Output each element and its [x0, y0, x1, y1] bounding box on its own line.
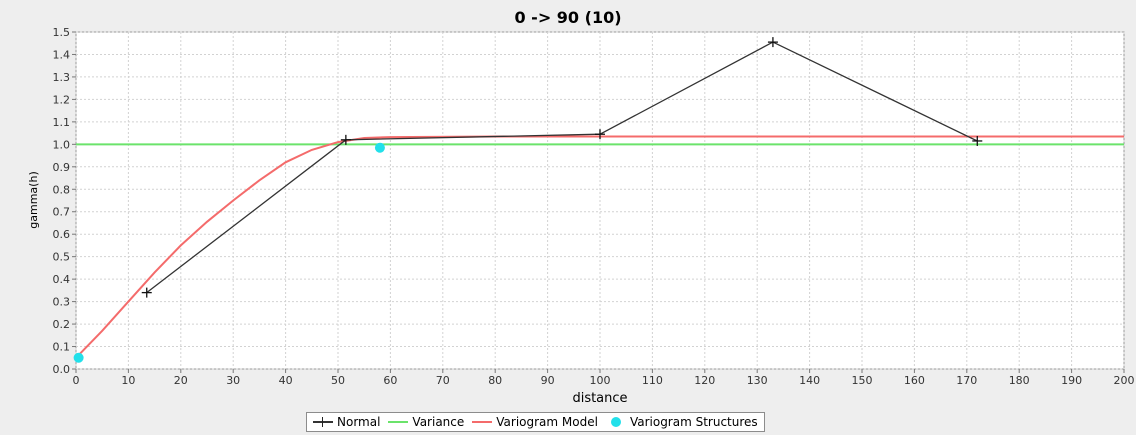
- axes: 0 10 20 30 40 50 60 70 80 90 100 110 120 130 140 150 160…: [53, 26, 1135, 387]
- legend: Normal Variance Variogram Model Variogra…: [306, 412, 765, 432]
- x-tick-label: 0: [73, 374, 80, 387]
- red-line-icon: [472, 416, 493, 428]
- x-tick-label: 30: [226, 374, 240, 387]
- green-line-icon: [388, 416, 409, 428]
- x-tick-label: 70: [436, 374, 450, 387]
- y-tick-label: 1.3: [53, 71, 71, 84]
- legend-item-variogram-structures: Variogram Structures: [606, 415, 758, 429]
- x-tick-label: 100: [590, 374, 611, 387]
- x-tick-label: 120: [694, 374, 715, 387]
- x-tick-label: 80: [488, 374, 502, 387]
- y-tick-label: 0.7: [53, 206, 71, 219]
- x-tick-label: 170: [956, 374, 977, 387]
- legend-item-variogram-model: Variogram Model: [472, 415, 598, 429]
- x-tick-label: 180: [1009, 374, 1030, 387]
- legend-label-variogram-structures: Variogram Structures: [629, 415, 758, 429]
- y-tick-label: 0.8: [53, 183, 71, 196]
- chart-title: 0 -> 90 (10): [514, 8, 621, 27]
- variogram-structure-point: [73, 352, 84, 363]
- y-tick-label: 0.2: [53, 318, 71, 331]
- x-tick-label: 60: [383, 374, 397, 387]
- variogram-model-curve: [75, 135, 1124, 359]
- cyan-dot-icon: [606, 416, 626, 428]
- normal-point: [767, 37, 778, 48]
- y-tick-label: 1.0: [53, 138, 71, 151]
- cross-line-icon: [313, 416, 333, 428]
- x-tick-label: 190: [1061, 374, 1082, 387]
- y-tick-label: 0.4: [53, 273, 71, 286]
- legend-label-variogram-model: Variogram Model: [496, 415, 598, 429]
- x-tick-label: 40: [279, 374, 293, 387]
- legend-item-variance: Variance: [388, 415, 464, 429]
- legend-label-normal: Normal: [337, 415, 381, 429]
- legend-label-variance: Variance: [412, 415, 465, 429]
- y-tick-label: 0.3: [53, 296, 71, 309]
- normal-point: [972, 135, 983, 146]
- x-tick-label: 10: [121, 374, 135, 387]
- y-tick-label: 0.1: [53, 341, 71, 354]
- x-tick-label: 160: [904, 374, 925, 387]
- x-tick-label: 90: [541, 374, 555, 387]
- y-tick-label: 0.5: [53, 251, 71, 264]
- legend-item-normal: Normal: [313, 415, 380, 429]
- series-layer: [73, 37, 1124, 363]
- x-tick-label: 130: [747, 374, 768, 387]
- x-tick-label: 110: [642, 374, 663, 387]
- y-tick-label: 0.6: [53, 228, 71, 241]
- x-tick-label: 200: [1114, 374, 1135, 387]
- x-tick-label: 140: [799, 374, 820, 387]
- normal-point: [340, 134, 351, 145]
- x-tick-label: 20: [174, 374, 188, 387]
- x-axis-label: distance: [572, 391, 627, 406]
- y-tick-label: 1.1: [53, 116, 71, 129]
- y-axis-label: gamma(h): [27, 171, 40, 228]
- y-tick-label: 1.2: [53, 93, 71, 106]
- x-tick-label: 150: [852, 374, 873, 387]
- y-tick-label: 0.0: [53, 363, 71, 376]
- x-tick-label: 50: [331, 374, 345, 387]
- grid-lines: [75, 31, 1125, 370]
- y-tick-label: 1.5: [53, 26, 71, 39]
- normal-point: [595, 129, 605, 140]
- y-tick-label: 1.4: [53, 48, 71, 61]
- normal-point: [141, 287, 152, 298]
- y-tick-label: 0.9: [53, 161, 71, 174]
- variogram-structure-point: [374, 142, 385, 153]
